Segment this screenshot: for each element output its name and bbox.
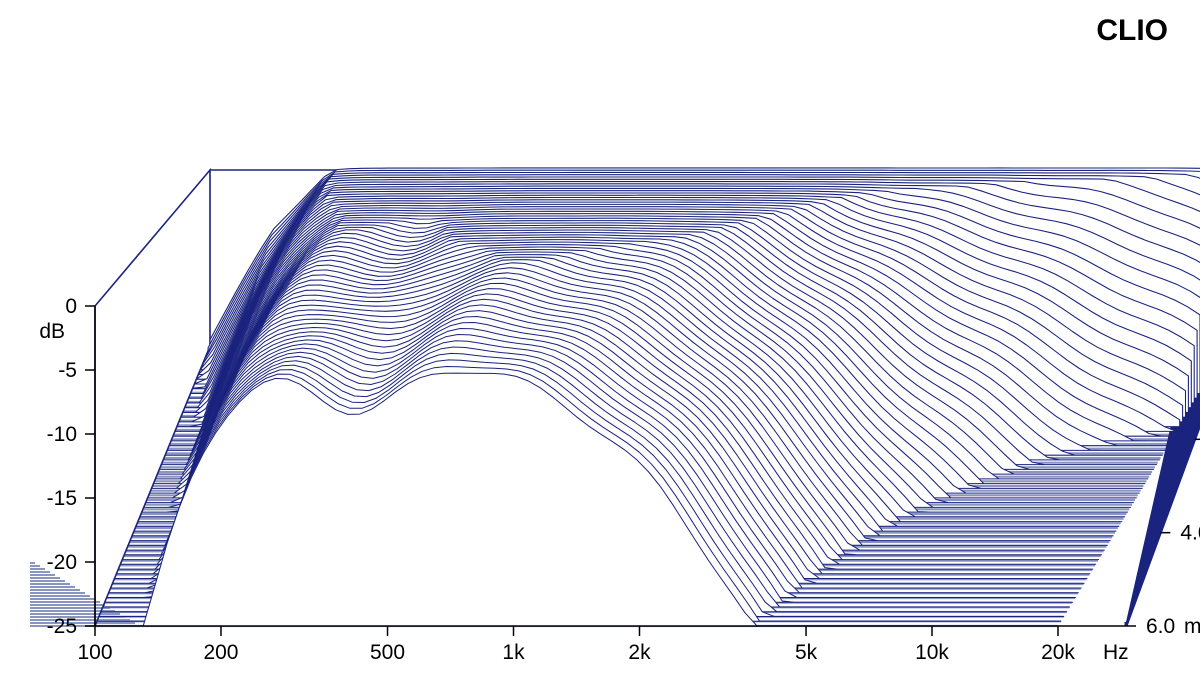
freq-axis-unit: Hz: [1103, 641, 1129, 664]
freq-tick-label: 100: [77, 641, 112, 664]
amp-tick-label: 0: [65, 295, 77, 318]
freq-tick-label: 5k: [795, 641, 818, 664]
freq-tick-label: 500: [370, 641, 405, 664]
amp-tick-label: -10: [47, 423, 77, 446]
freq-tick-label: 1k: [502, 641, 525, 664]
time-tick-label: 4.0: [1180, 522, 1200, 545]
freq-tick-label: 10k: [915, 641, 949, 664]
freq-tick-label: 20k: [1041, 641, 1075, 664]
amp-tick-label: -5: [58, 359, 77, 382]
amp-tick-label: -20: [47, 551, 77, 574]
freq-tick-label: 2k: [628, 641, 651, 664]
brand-logo: CLIO: [1096, 14, 1168, 47]
time-axis-unit: ms: [1184, 615, 1200, 638]
amp-tick-label: -15: [47, 487, 77, 510]
amp-axis-unit: dB: [39, 320, 65, 343]
csd-waterfall-plot: 100 200 500 1k 2k 5k 10k 20k Hz -25 -20 -15 -10 -5 0dB…: [0, 0, 1200, 690]
freq-tick-label: 200: [203, 641, 238, 664]
amp-tick-label: -25: [47, 615, 77, 638]
time-tick-label: 6.0: [1146, 615, 1175, 638]
